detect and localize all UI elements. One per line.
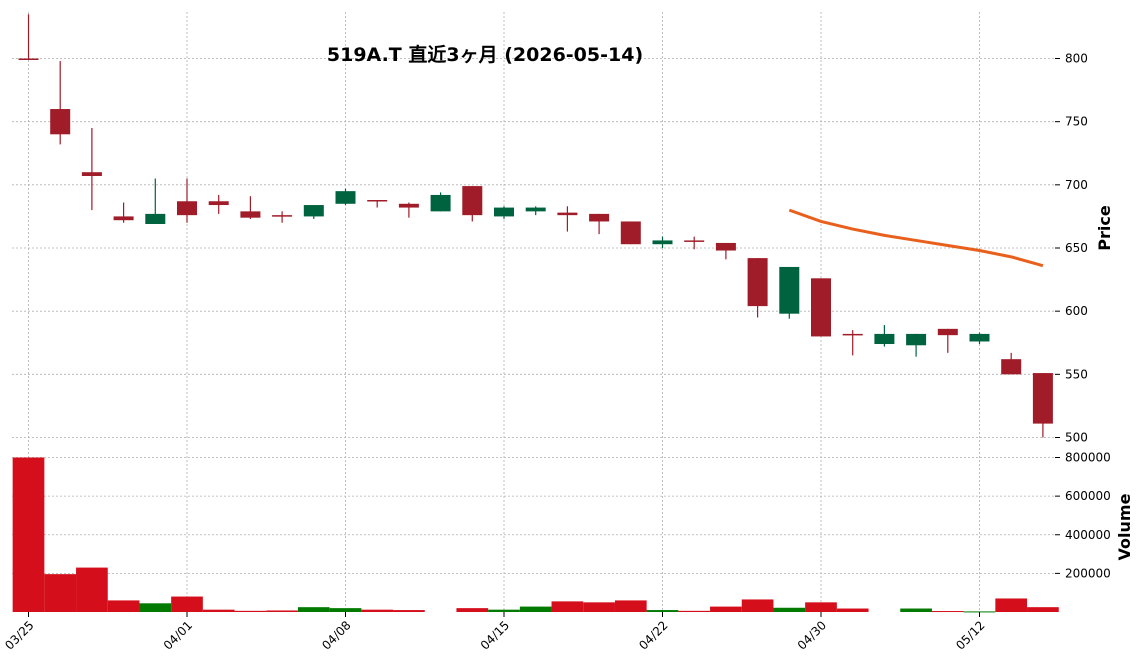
volume-bar — [519, 606, 552, 612]
volume-bar — [107, 600, 140, 612]
candle-body — [779, 266, 800, 314]
candle-body — [652, 240, 673, 245]
candle-body — [525, 207, 546, 212]
volume-axis: 200000 400000 600000 800000 — [1055, 451, 1111, 580]
candle-body — [557, 212, 578, 216]
candle-body — [1032, 373, 1053, 424]
volume-axis-label: Volume — [1115, 493, 1134, 560]
moving-average-line — [788, 208, 1044, 268]
volume-bar — [741, 599, 774, 612]
candle-body — [303, 205, 324, 217]
candle-body — [715, 242, 736, 251]
candle-body — [620, 221, 641, 245]
candle-body — [208, 201, 229, 206]
candle-body — [906, 333, 927, 346]
volume-bar — [76, 567, 108, 612]
candle-body — [145, 213, 166, 224]
price-candles — [18, 14, 1053, 438]
grid-lines — [12, 12, 1055, 612]
price-axis: 500 550 600 650 700 750 800 — [1055, 52, 1088, 445]
price-tick-label: 750 — [1065, 115, 1088, 129]
volume-bar — [1027, 607, 1059, 612]
volume-bar — [202, 609, 235, 612]
volume-tick-label: 600000 — [1065, 489, 1111, 503]
volume-bar — [931, 611, 964, 613]
candle-body — [1001, 359, 1022, 375]
volume-bar — [297, 607, 330, 612]
candle-body — [113, 216, 134, 221]
candle-body — [684, 240, 705, 242]
volume-bar — [614, 600, 647, 612]
volume-bar — [551, 601, 584, 612]
volume-bar — [900, 608, 932, 612]
price-tick-label: 600 — [1065, 304, 1088, 318]
candle-body — [811, 278, 831, 337]
date-tick-label: 03/25 — [2, 618, 36, 652]
volume-bar — [805, 602, 837, 612]
candle-body — [81, 172, 102, 176]
price-tick-label: 800 — [1065, 52, 1088, 66]
volume-bar — [393, 610, 425, 612]
candle-body — [589, 213, 610, 222]
volume-tick-label: 200000 — [1065, 566, 1111, 580]
volume-bar — [456, 608, 489, 612]
candle-body — [367, 199, 388, 202]
volume-bar — [361, 609, 394, 612]
date-tick-label: 04/08 — [319, 618, 353, 652]
candle-body — [18, 58, 39, 60]
volume-bar — [488, 609, 520, 612]
volume-bar — [963, 611, 996, 613]
volume-tick-label: 400000 — [1065, 528, 1111, 542]
volume-bar — [329, 608, 362, 612]
price-tick-label: 550 — [1065, 367, 1088, 381]
volume-bar — [678, 610, 711, 612]
volume-bar — [139, 603, 172, 612]
price-tick-label: 700 — [1065, 178, 1088, 192]
candle-body — [842, 333, 863, 336]
candle-body — [240, 211, 261, 218]
candle-body — [462, 186, 483, 216]
volume-bar — [266, 610, 298, 612]
date-tick-label: 04/01 — [161, 618, 195, 652]
volume-tick-label: 800000 — [1065, 451, 1111, 465]
volume-bar — [44, 574, 77, 612]
candle-body — [430, 194, 451, 212]
candle-body — [50, 109, 71, 135]
date-axis: 03/25 04/01 04/08 04/15 04/22 04/30 05/12 — [2, 612, 988, 653]
candle-body — [272, 215, 293, 217]
price-tick-label: 650 — [1065, 241, 1088, 255]
date-tick-label: 05/12 — [953, 618, 987, 652]
date-tick-label: 04/30 — [795, 618, 829, 652]
volume-bar — [710, 606, 742, 612]
chart-title: 519A.T 直近3ヶ月 (2026-05-14) — [326, 44, 644, 66]
candle-body — [494, 207, 514, 217]
volume-bar — [836, 608, 869, 612]
volume-bar — [234, 610, 267, 612]
price-tick-label: 500 — [1065, 431, 1088, 445]
volume-bar — [583, 602, 615, 612]
candle-body — [177, 201, 197, 216]
candle-body — [937, 328, 958, 336]
candle-body — [874, 333, 895, 345]
volume-bar — [12, 457, 45, 612]
candle-body — [335, 191, 356, 204]
candle-body — [969, 333, 990, 342]
volume-bar — [171, 596, 203, 612]
candle-body — [747, 258, 768, 307]
volume-bar — [995, 598, 1028, 612]
volume-bars — [12, 457, 1059, 613]
candle-body — [398, 203, 419, 208]
date-tick-label: 04/15 — [478, 618, 512, 652]
date-tick-label: 04/22 — [636, 618, 670, 652]
volume-bar — [773, 607, 806, 612]
price-axis-label: Price — [1095, 205, 1114, 251]
volume-bar — [646, 610, 679, 612]
